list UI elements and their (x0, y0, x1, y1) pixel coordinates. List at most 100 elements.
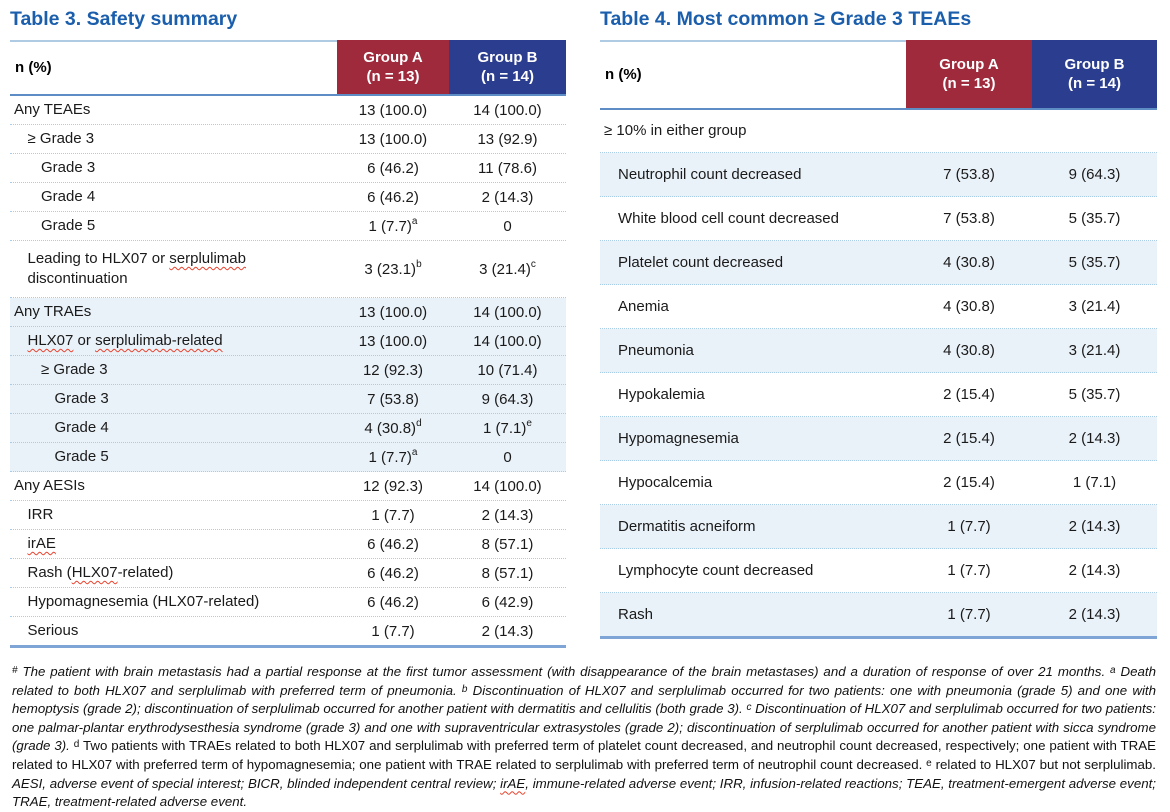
footnote-segment: related to HLX07 but not serplulimab. (931, 756, 1156, 772)
value-group-a: 6 (46.2) (367, 564, 419, 582)
value-group-b: 2 (14.3) (1068, 430, 1121, 447)
table-row: Grade 5 1 (7.7)a 0 (10, 443, 566, 472)
table4-body: ≥ 10% in either group Neutrophil count d… (600, 110, 1157, 639)
table-row: Platelet count decreased 4 (30.8) 5 (35.7) (600, 241, 1157, 285)
value-group-b: 11 (78.6) (478, 159, 537, 177)
group-a-n: (n = 13) (942, 75, 996, 92)
row-label: Grade 3 (54, 390, 109, 407)
footnote-marker: e (926, 757, 932, 769)
row-label: Hypomagnesemia (HLX07-related) (27, 593, 260, 610)
row-label: Hypomagnesemia (618, 429, 739, 447)
row-label: Rash (618, 605, 654, 623)
value-group-b: 13 (92.9) (477, 130, 538, 148)
row-label: Leading to HLX07 or serplulimab disconti… (27, 250, 246, 287)
footnote-segment: Death related to both HLX07 and serpluli… (12, 664, 1156, 698)
value-group-a: 4 (30.8) (943, 298, 995, 315)
table-row: Hypomagnesemia (HLX07-related) 6 (46.2) 6 … (10, 588, 566, 617)
table3-safety-summary: Table 3. Safety summary n (%) Group A (n… (10, 6, 566, 648)
table-row: Rash (HLX07-related) 6 (46.2) 8 (57.1) (10, 559, 566, 588)
value-group-b: 10 (71.4) (477, 361, 538, 379)
table-row: White blood cell count decreased 7 (53.8)… (600, 197, 1157, 241)
footnote-segment: # (12, 664, 18, 679)
value-group-a: 2 (15.4) (943, 430, 995, 447)
row-label: Platelet count decreased (618, 253, 784, 271)
value-group-b: 3 (21.4) (1068, 298, 1121, 315)
value-group-b: 0 (503, 217, 512, 235)
table4-title: Table 4. Most common ≥ Grade 3 TEAEs (600, 8, 972, 30)
value-group-a: 1 (7.7) (371, 622, 415, 640)
value-group-a: 4 (30.8)d (364, 417, 422, 437)
misspelled-word: serplulimab (169, 250, 246, 267)
table3-header-group-b: Group B (n = 14) (449, 40, 566, 94)
footnote-segment: Two patients with TRAEs related to both … (12, 738, 1156, 772)
row-label: irAE (10, 534, 337, 554)
value-group-b: 14 (100.0) (473, 101, 542, 119)
group-a-name: Group A (363, 49, 423, 66)
table-row: Leading to HLX07 or serplulimab disconti… (10, 241, 566, 298)
value-group-b: 1 (7.1) (1072, 474, 1117, 491)
value-group-b: 2 (14.3) (1068, 606, 1121, 623)
poster-safety-tables-panel: Table 3. Safety summary n (%) Group A (n… (10, 6, 1157, 809)
row-label: Anemia (618, 297, 669, 315)
value-group-b: 8 (57.1) (481, 535, 534, 553)
footnote-segment: AESI, adverse event of special interest;… (12, 775, 501, 791)
table4-grade3-teaes: Table 4. Most common ≥ Grade 3 TEAEs n (… (600, 6, 1157, 639)
table3-header-row: n (%) Group A (n = 13) Group B (n = 14) (10, 40, 566, 96)
footnote-marker: e (526, 417, 532, 429)
table-row: HLX07 or serplulimab-related 13 (100.0) 14… (10, 327, 566, 356)
value-group-b: 2 (14.3) (1068, 518, 1121, 535)
value-group-b: 5 (35.7) (1068, 254, 1121, 271)
value-group-a: 3 (23.1)b (364, 258, 422, 278)
value-group-b: 9 (64.3) (1068, 166, 1121, 183)
group-b-n: (n = 14) (481, 68, 534, 85)
table-row: Grade 4 6 (46.2) 2 (14.3) (10, 183, 566, 212)
value-group-b: 3 (21.4)c (479, 258, 536, 278)
table-row: Grade 4 4 (30.8)d 1 (7.1)e (10, 414, 566, 443)
value-group-a: 6 (46.2) (367, 535, 419, 553)
value-group-a: 2 (15.4) (943, 474, 995, 491)
value-group-b: 0 (503, 448, 512, 466)
table-row: ≥ Grade 3 12 (92.3) 10 (71.4) (10, 356, 566, 385)
row-label: Lymphocyte count decreased (618, 561, 814, 579)
footnote-marker: a (411, 446, 418, 458)
table-row: Hypocalcemia 2 (15.4) 1 (7.1) (600, 461, 1157, 505)
value-group-b: 6 (42.9) (481, 593, 534, 611)
row-label: HLX07 or serplulimab-related (27, 332, 223, 349)
row-label: Any TEAEs (14, 101, 91, 118)
group-b-name: Group B (477, 49, 538, 66)
footnote-segment: irAE (500, 775, 526, 791)
footnote-marker: # (12, 665, 18, 676)
row-label: Grade 3 (41, 159, 96, 176)
value-group-a: 1 (7.7) (947, 562, 991, 579)
footnote-marker: c (746, 702, 752, 714)
table-row: Grade 5 1 (7.7)a 0 (10, 212, 566, 241)
value-group-a: 7 (53.8) (367, 390, 419, 408)
value-group-a: 4 (30.8) (943, 342, 995, 359)
row-label: Any TRAEs (14, 303, 92, 320)
table-row: Grade 3 7 (53.8) 9 (64.3) (10, 385, 566, 414)
footnote-marker: d (416, 417, 422, 429)
table-row: Hypokalemia 2 (15.4) 5 (35.7) (600, 373, 1157, 417)
value-group-b: 14 (100.0) (473, 332, 542, 350)
value-group-a: 1 (7.7)a (368, 215, 418, 235)
footnote-marker: c (530, 258, 536, 270)
value-group-a: 1 (7.7) (947, 518, 991, 535)
table-row: Lymphocyte count decreased 1 (7.7) 2 (14.3… (600, 549, 1157, 593)
footnote-marker: b (416, 258, 422, 270)
group-a-name: Group A (939, 56, 999, 73)
footnote-segment: d (74, 738, 80, 753)
row-label: White blood cell count decreased (618, 209, 839, 227)
misspelled-word: HLX07 (71, 564, 118, 581)
table4-header-n-pct: n (%) (605, 65, 642, 83)
table4-header-row: n (%) Group A (n = 13) Group B (n = 14) (600, 40, 1157, 110)
misspelled-word: HLX07 (27, 332, 74, 349)
footnote-segment: a (1110, 664, 1116, 679)
table4-subheader-row: ≥ 10% in either group (600, 110, 1157, 153)
value-group-a: 12 (92.3) (362, 477, 424, 495)
value-group-a: 7 (53.8) (943, 210, 995, 227)
row-label: Pneumonia (618, 341, 694, 359)
table-row: Pneumonia 4 (30.8) 3 (21.4) (600, 329, 1157, 373)
value-group-a: 6 (46.2) (367, 159, 419, 177)
row-label: IRR (27, 506, 54, 523)
table3-body: Any TEAEs 13 (100.0) 14 (100.0) ≥ Grade 3 13… (10, 96, 566, 648)
